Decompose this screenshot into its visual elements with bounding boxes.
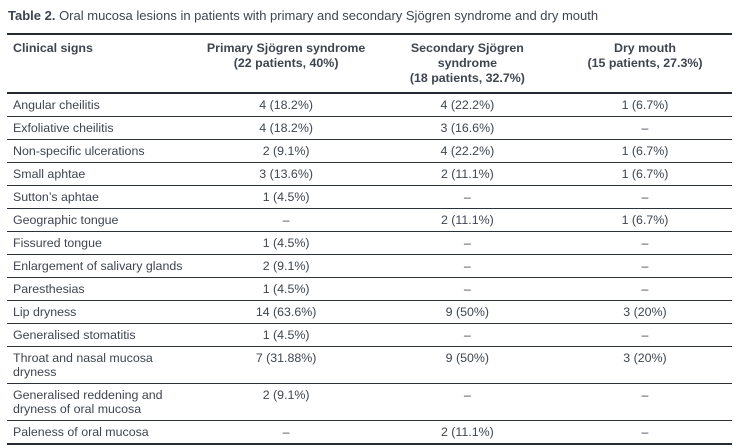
column-header-clinical-signs: Clinical signs	[7, 34, 196, 94]
cell-clinical-sign: Sutton’s aphtae	[7, 185, 196, 209]
column-header-label: Secondary Sjögren syndrome	[410, 41, 524, 70]
column-header-sub: (22 patients, 40%)	[233, 56, 339, 70]
cell-primary-sjogren-value: 1 (4.5%)	[195, 277, 377, 301]
cell-primary-sjogren-value: 4 (18.2%)	[195, 116, 377, 140]
column-header-primary-sjogren: Primary Sjögren syndrome (22 patients, 4…	[195, 34, 377, 94]
table-caption-text: Oral mucosa lesions in patients with pri…	[55, 8, 599, 23]
cell-primary-sjogren-value: 3 (13.6%)	[195, 162, 377, 186]
table-row: Exfoliative cheilitis 4 (18.2%) 3 (16.6%) –	[7, 116, 732, 140]
column-header-secondary-sjogren: Secondary Sjögren syndrome (18 patients,…	[376, 34, 558, 94]
cell-dry-mouth-value: –	[558, 383, 732, 421]
cell-dry-mouth-value: –	[558, 116, 732, 140]
cell-dry-mouth-value: –	[558, 254, 732, 278]
table-row: Throat and nasal mucosa dryness 7 (31.88%…	[7, 346, 732, 384]
cell-dry-mouth-value: –	[558, 185, 732, 209]
table-row: Non-specific ulcerations 2 (9.1%) 4 (22.2%…	[7, 139, 732, 163]
cell-clinical-sign: Angular cheilitis	[7, 93, 196, 117]
table-header-row: Clinical signs Primary Sjögren syndrome …	[7, 34, 732, 94]
table-row: Generalised reddening and dryness of ora…	[7, 383, 732, 421]
cell-dry-mouth-value: –	[558, 277, 732, 301]
oral-mucosa-lesions-table: Clinical signs Primary Sjögren syndrome …	[7, 33, 732, 445]
cell-primary-sjogren-value: 14 (63.6%)	[195, 300, 377, 324]
cell-secondary-sjogren-value: –	[376, 277, 558, 301]
cell-clinical-sign: Throat and nasal mucosa dryness	[7, 346, 196, 384]
table-caption-label: Table 2.	[8, 8, 56, 23]
table-row: Sutton’s aphtae 1 (4.5%) – –	[7, 185, 732, 209]
cell-dry-mouth-value: –	[558, 231, 732, 255]
column-header-label: Primary Sjögren syndrome	[206, 41, 366, 55]
cell-primary-sjogren-value: 2 (9.1%)	[195, 383, 377, 421]
cell-clinical-sign: Geographic tongue	[7, 208, 196, 232]
cell-primary-sjogren-value: –	[282, 425, 290, 439]
cell-primary-sjogren-value: 1 (4.5%)	[195, 323, 377, 347]
cell-primary-sjogren-value: 1 (4.5%)	[195, 185, 377, 209]
column-header-label: Dry mouth	[614, 41, 676, 55]
cell-secondary-sjogren-value: –	[376, 323, 558, 347]
column-header-sub: (15 patients, 27.3%)	[587, 56, 703, 70]
cell-dry-mouth-value: 1 (6.7%)	[558, 162, 732, 186]
cell-primary-sjogren-value: 1 (4.5%)	[195, 231, 377, 255]
cell-clinical-sign: Generalised stomatitis	[7, 323, 196, 347]
cell-clinical-sign: Lip dryness	[7, 300, 196, 324]
column-header-label: Clinical signs	[13, 41, 93, 55]
cell-secondary-sjogren-value: –	[376, 383, 558, 421]
cell-secondary-sjogren-value: 4 (22.2%)	[376, 139, 558, 163]
column-header-dry-mouth: Dry mouth (15 patients, 27.3%)	[558, 34, 732, 94]
cell-clinical-sign: Small aphtae	[7, 162, 196, 186]
table-caption: Table 2. Oral mucosa lesions in patients…	[7, 7, 732, 33]
cell-dry-mouth-value: 3 (20%)	[558, 346, 732, 384]
cell-clinical-sign: Enlargement of salivary glands	[7, 254, 196, 278]
table-row: Lip dryness 14 (63.6%) 9 (50%) 3 (20%)	[7, 300, 732, 324]
cell-secondary-sjogren-value: 2 (11.1%)	[376, 208, 558, 232]
cell-dry-mouth-value: 3 (20%)	[558, 300, 732, 324]
cell-clinical-sign: Generalised reddening and dryness of ora…	[7, 383, 196, 421]
cell-dry-mouth-value: –	[641, 425, 649, 439]
table-row: Fissured tongue 1 (4.5%) – –	[7, 231, 732, 255]
cell-primary-sjogren-value: 7 (31.88%)	[195, 346, 377, 384]
cell-dry-mouth-value: 1 (6.7%)	[558, 139, 732, 163]
cell-clinical-sign: Non-specific ulcerations	[7, 139, 196, 163]
cell-secondary-sjogren-value: –	[376, 185, 558, 209]
cell-dry-mouth-value: –	[558, 323, 732, 347]
table-row: Paresthesias 1 (4.5%) – –	[7, 277, 732, 301]
cell-secondary-sjogren-value: 2 (11.1%)	[440, 425, 494, 439]
cell-secondary-sjogren-value: 9 (50%)	[376, 346, 558, 384]
cell-primary-sjogren-value: 2 (9.1%)	[195, 139, 377, 163]
table-row: Generalised stomatitis 1 (4.5%) – –	[7, 323, 732, 347]
cell-primary-sjogren-value: 4 (18.2%)	[195, 93, 377, 117]
cell-secondary-sjogren-value: –	[376, 254, 558, 278]
column-header-sub: (18 patients, 32.7%)	[409, 71, 525, 85]
table-row: Small aphtae 3 (13.6%) 2 (11.1%) 1 (6.7%)	[7, 162, 732, 186]
cell-dry-mouth-value: 1 (6.7%)	[558, 208, 732, 232]
cell-secondary-sjogren-value: 2 (11.1%)	[376, 162, 558, 186]
cell-secondary-sjogren-value: –	[376, 231, 558, 255]
table-row: Enlargement of salivary glands 2 (9.1%) – –	[7, 254, 732, 278]
table-row: Angular cheilitis 4 (18.2%) 4 (22.2%) 1 (6.…	[7, 93, 732, 117]
cell-clinical-sign: Exfoliative cheilitis	[7, 116, 196, 140]
cell-secondary-sjogren-value: 4 (22.2%)	[376, 93, 558, 117]
cell-secondary-sjogren-value: 3 (16.6%)	[376, 116, 558, 140]
cell-secondary-sjogren-value: 9 (50%)	[376, 300, 558, 324]
cell-clinical-sign: Paleness of oral mucosa	[13, 425, 149, 439]
table-header: Clinical signs Primary Sjögren syndrome …	[7, 34, 732, 94]
cell-clinical-sign: Paresthesias	[7, 277, 196, 301]
table-body: Angular cheilitis 4 (18.2%) 4 (22.2%) 1 (6.…	[7, 93, 732, 444]
cell-primary-sjogren-value: –	[195, 208, 377, 232]
cell-primary-sjogren-value: 2 (9.1%)	[195, 254, 377, 278]
cell-clinical-sign: Fissured tongue	[7, 231, 196, 255]
cell-dry-mouth-value: 1 (6.7%)	[558, 93, 732, 117]
table-row: Paleness of oral mucosa – 2 (11.1%) –	[7, 421, 732, 445]
table-row: Geographic tongue –2 (11.1%) 1 (6.7%)	[7, 208, 732, 232]
